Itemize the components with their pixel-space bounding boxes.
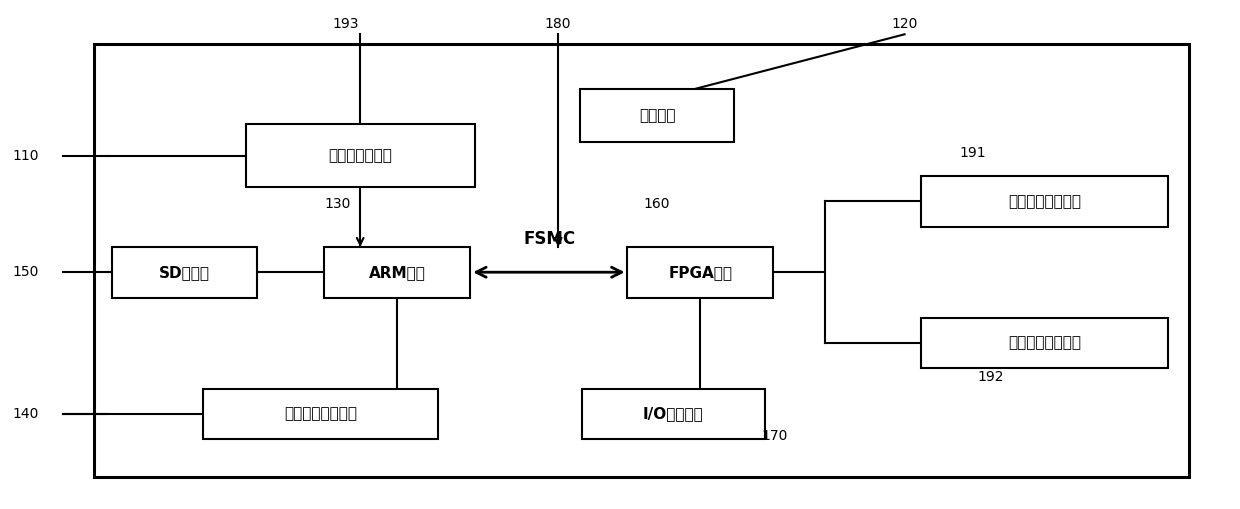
Text: FPGA芯片: FPGA芯片: [668, 265, 733, 280]
Text: 电源模块: 电源模块: [639, 108, 676, 123]
Text: 192: 192: [978, 370, 1004, 384]
Bar: [580, 89, 734, 142]
Bar: [112, 247, 258, 298]
Text: 140: 140: [12, 407, 38, 421]
Text: I/O控制模块: I/O控制模块: [642, 407, 703, 421]
Bar: [325, 247, 470, 298]
Bar: [246, 124, 475, 187]
Bar: [94, 44, 1189, 477]
Text: 193: 193: [332, 17, 358, 31]
Text: 环境温度传感器: 环境温度传感器: [329, 148, 392, 163]
Text: 191: 191: [960, 146, 986, 160]
Text: 第一嘴头加热模块: 第一嘴头加热模块: [1008, 194, 1081, 209]
Bar: [582, 389, 765, 439]
Bar: [627, 247, 774, 298]
Text: 150: 150: [12, 265, 38, 279]
Text: 第二嘴头加热模块: 第二嘴头加热模块: [1008, 335, 1081, 351]
Text: 130: 130: [325, 197, 351, 211]
Text: 170: 170: [761, 429, 787, 443]
Text: 120: 120: [892, 17, 918, 31]
Bar: [920, 318, 1168, 369]
Text: 160: 160: [644, 197, 671, 211]
Text: SD卡插槽: SD卡插槽: [159, 265, 210, 280]
Text: FSMC: FSMC: [523, 230, 575, 248]
Bar: [920, 176, 1168, 227]
Text: 180: 180: [544, 17, 572, 31]
Text: 110: 110: [12, 149, 38, 163]
Bar: [203, 389, 438, 439]
Text: 人机交互控制模块: 人机交互控制模块: [284, 407, 357, 421]
Text: ARM芯片: ARM芯片: [368, 265, 425, 280]
